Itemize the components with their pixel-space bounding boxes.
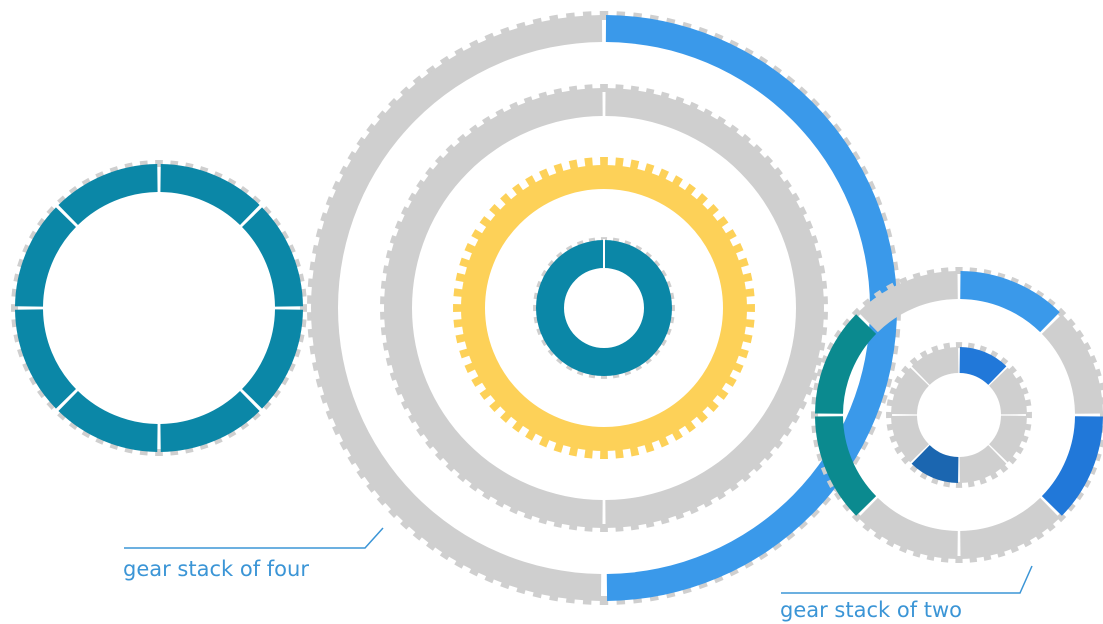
stack2-ring-inner-segment-2 bbox=[989, 367, 1027, 415]
stack2-ring-outer-segment-6 bbox=[815, 416, 877, 516]
stack2-ring-outer-segment-3 bbox=[1041, 416, 1103, 516]
leader-line-stack-four bbox=[124, 527, 384, 549]
stack2-ring-inner-segment-7 bbox=[891, 367, 929, 415]
stack2-ring-outer-segment-4 bbox=[960, 497, 1060, 559]
left-gear-ring-segment-8 bbox=[58, 164, 158, 225]
gear-stack-two bbox=[811, 267, 1103, 563]
stack2-ring-inner-segment-6 bbox=[891, 415, 929, 463]
left-gear-ring-segment-3 bbox=[242, 309, 303, 409]
gear-stack-four bbox=[307, 11, 901, 605]
stack2-ring-outer-segment-7 bbox=[815, 314, 877, 414]
label-stack-four: gear stack of four bbox=[123, 557, 309, 581]
leader-line-stack-two bbox=[781, 565, 1033, 594]
stack2-ring-inner-segment-8 bbox=[911, 347, 959, 385]
stack2-ring-outer-segment-8 bbox=[858, 271, 958, 333]
stack4-ring-inner bbox=[536, 240, 672, 376]
stack4-second-teeth bbox=[380, 84, 828, 532]
left-gear-ring-segment-5 bbox=[58, 391, 158, 452]
stack2-ring-outer-segment-5 bbox=[858, 497, 958, 559]
gear-layer bbox=[11, 11, 1103, 605]
stack2-ring-outer-segment-2 bbox=[1041, 314, 1103, 414]
stack2-inner-teeth bbox=[886, 342, 1032, 488]
stack2-ring-inner-segment-4 bbox=[959, 445, 1007, 483]
left-gear-ring-segment-4 bbox=[160, 391, 260, 452]
callout-stack-two: gear stack of two bbox=[780, 565, 1033, 622]
stack4-third-teeth bbox=[453, 157, 755, 459]
stack2-ring-inner-segment-3 bbox=[989, 415, 1027, 463]
left-gear-ring-segment-6 bbox=[15, 309, 76, 409]
left-gear-ring-segment-1 bbox=[160, 164, 260, 225]
left-single-gear bbox=[11, 160, 307, 456]
label-stack-two: gear stack of two bbox=[780, 598, 962, 622]
stack2-ring-inner-segment-1 bbox=[959, 347, 1007, 385]
left-gear-ring-segment-7 bbox=[15, 207, 76, 307]
callout-stack-four: gear stack of four bbox=[123, 527, 384, 581]
stack4-ring-second-left bbox=[384, 88, 603, 528]
stack2-ring-inner-segment-5 bbox=[911, 445, 959, 483]
stack4-ring-third bbox=[461, 165, 747, 451]
left-gear-ring-segment-2 bbox=[242, 207, 303, 307]
left-gear-teeth bbox=[11, 160, 307, 456]
stack4-ring-second-right bbox=[605, 88, 824, 528]
stack2-ring-outer-segment-1 bbox=[960, 271, 1060, 333]
